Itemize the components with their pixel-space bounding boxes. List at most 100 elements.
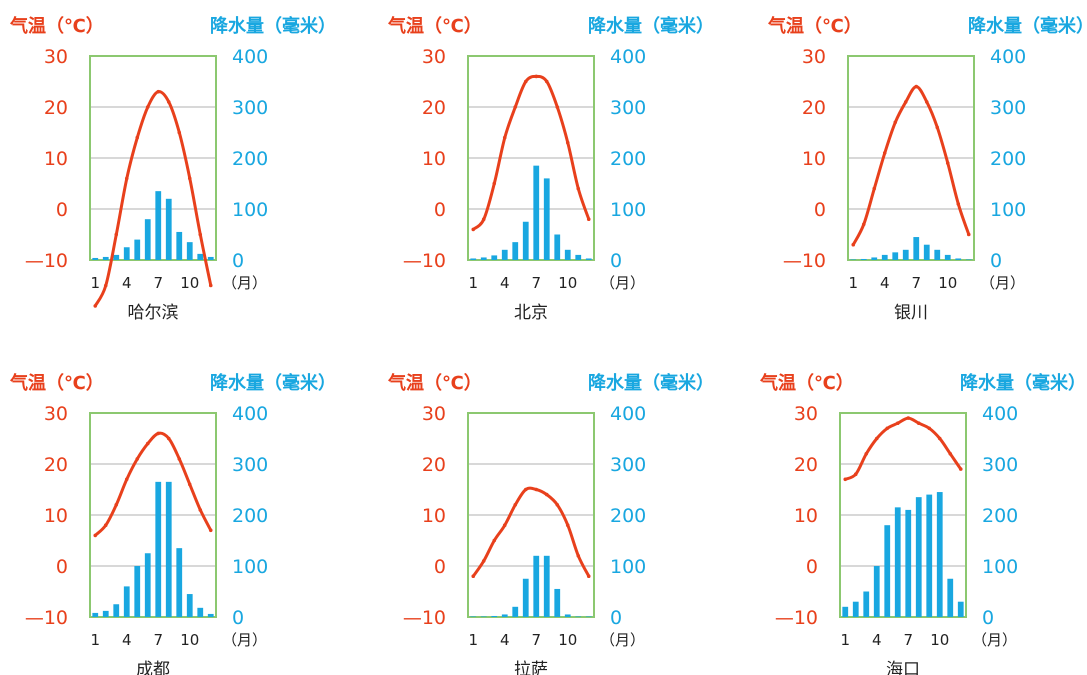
rain-tick-label: 100 [232, 556, 268, 578]
rain-tick-label: 200 [982, 505, 1018, 527]
temperature-point [916, 421, 921, 426]
city-name: 北京 [514, 303, 548, 323]
temperature-point [555, 105, 560, 109]
precipitation-bar [512, 242, 519, 260]
temperature-line [844, 416, 963, 481]
rain-tick-label: 200 [232, 505, 268, 527]
rain-tick-label: 0 [610, 250, 622, 272]
precipitation-bar [144, 219, 151, 260]
temp-tick-label: —10 [25, 607, 68, 629]
month-tick-label: 4 [872, 631, 882, 649]
temperature-point [948, 452, 953, 456]
month-tick-label: 10 [938, 274, 957, 292]
temperature-point [851, 242, 856, 247]
precipitation-bar [186, 594, 193, 617]
temp-axis-title: 气温（℃） [9, 15, 104, 37]
precipitation-bar [926, 494, 933, 617]
precipitation-bar [155, 481, 162, 617]
precipitation-bar [207, 613, 214, 617]
temperature-point [565, 523, 570, 527]
temp-tick-label: —10 [783, 250, 826, 272]
precipitation-bar [852, 601, 859, 617]
temperature-point [513, 503, 518, 507]
temperature-point [481, 217, 486, 221]
precipitation-bar [533, 165, 540, 260]
month-tick-label: 10 [558, 274, 577, 292]
rain-tick-label: 100 [610, 556, 646, 578]
temperature-point [492, 181, 497, 186]
temp-tick-label: —10 [403, 607, 446, 629]
temperature-point [208, 528, 213, 533]
temp-tick-label: 20 [802, 97, 826, 119]
month-tick-label: 4 [500, 274, 510, 292]
city-name: 拉萨 [514, 660, 548, 675]
precipitation-bar [884, 525, 891, 617]
precipitation-bar [957, 601, 964, 617]
rain-tick-label: 300 [610, 454, 646, 476]
precipitation-bar [934, 249, 941, 260]
precipitation-bar [197, 607, 204, 617]
plot-frame [839, 412, 967, 618]
rain-tick-label: 400 [610, 46, 646, 68]
precipitation-bar [491, 255, 498, 260]
precipitation-bar [470, 258, 477, 260]
month-tick-label: 1 [848, 274, 858, 292]
temp-tick-label: —10 [775, 607, 818, 629]
precipitation-bar [543, 178, 550, 260]
temp-tick-label: 20 [422, 454, 446, 476]
city-name: 成都 [136, 660, 170, 675]
rain-axis-title: 降水量（毫米） [210, 372, 336, 394]
precipitation-bar [936, 492, 943, 617]
month-tick-label: 7 [531, 631, 541, 649]
precipitation-bar [123, 247, 130, 260]
temperature-point [565, 140, 570, 145]
precipitation-bar [165, 481, 172, 617]
rain-tick-label: 200 [610, 505, 646, 527]
precipitation-bar [123, 586, 130, 617]
temperature-point [93, 533, 98, 538]
temperature-point [544, 79, 549, 84]
rain-axis-title: 降水量（毫米） [588, 15, 714, 37]
precipitation-bar [575, 616, 582, 617]
plot-frame [467, 412, 595, 618]
precipitation-bar [176, 231, 183, 260]
temperature-point [534, 74, 539, 79]
temp-tick-label: 0 [806, 556, 818, 578]
temperature-point [937, 436, 942, 441]
precipitation-bar [134, 239, 141, 260]
temperature-point [576, 554, 581, 558]
temperature-point [523, 487, 528, 492]
month-tick-label: 7 [903, 631, 913, 649]
precipitation-bar [480, 257, 487, 260]
city-name: 银川 [894, 303, 928, 323]
precipitation-bar [881, 254, 888, 260]
precipitation-bar [522, 221, 529, 260]
precipitation-bar [947, 578, 954, 617]
rain-tick-label: 400 [232, 46, 268, 68]
temperature-point [576, 186, 581, 191]
temperature-point [893, 120, 898, 125]
temperature-point [198, 232, 203, 237]
precipitation-bar [113, 254, 120, 260]
precipitation-bar [860, 258, 867, 260]
temp-tick-label: 20 [44, 97, 68, 119]
temperature-point [513, 105, 518, 109]
precipitation-bar [543, 555, 550, 617]
precipitation-bar [842, 606, 849, 617]
month-tick-label: 7 [153, 631, 163, 649]
temperature-point [492, 538, 497, 543]
temperature-line [472, 486, 591, 578]
temperature-point [114, 232, 119, 237]
temperature-point [861, 222, 866, 227]
rain-axis-title: 降水量（毫米） [968, 15, 1087, 37]
precipitation-bar [512, 606, 519, 617]
temperature-point [864, 452, 869, 456]
temperature-point [534, 487, 539, 492]
temperature-point [956, 202, 961, 206]
rain-tick-label: 100 [990, 199, 1026, 221]
temperature-point [208, 283, 213, 288]
